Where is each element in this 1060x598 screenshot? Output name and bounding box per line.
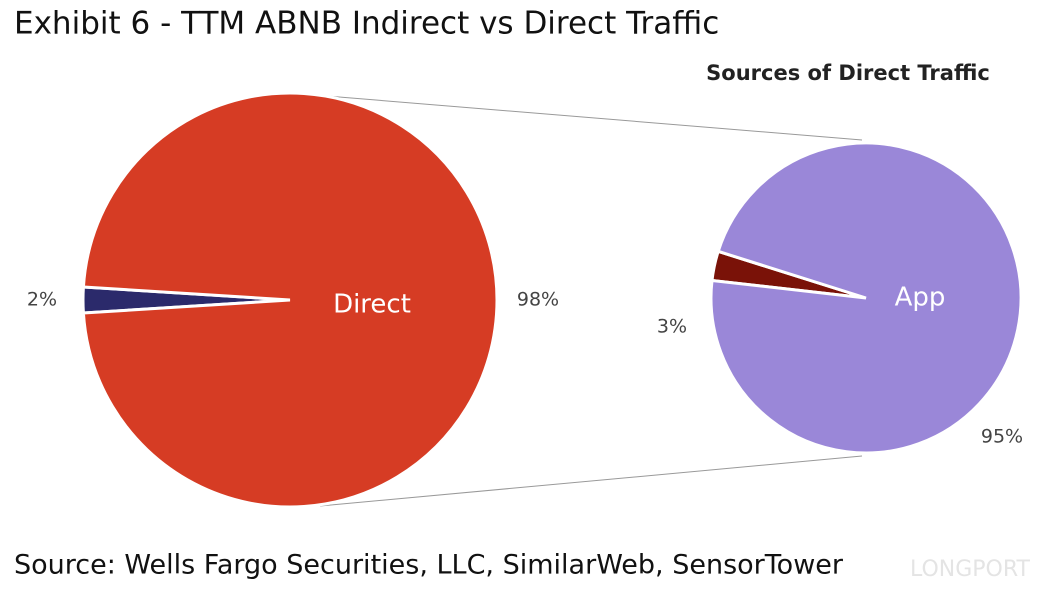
value-label: 3%	[657, 316, 687, 338]
chart-title: Sources of Direct Traffic	[706, 61, 990, 85]
pie-slice	[81, 91, 499, 509]
value-label: 95%	[981, 426, 1023, 448]
value-label: 98%	[517, 289, 559, 311]
slice-label: Direct	[333, 290, 411, 320]
slice-label: App	[895, 283, 946, 313]
connector-line	[289, 92, 863, 141]
connector-line	[319, 455, 863, 507]
source-note: Source: Wells Fargo Securities, LLC, Sim…	[14, 550, 844, 581]
watermark: LONGPORT	[910, 557, 1031, 582]
pie-slice	[709, 141, 1023, 455]
exhibit-title: Exhibit 6 - TTM ABNB Indirect vs Direct …	[14, 6, 719, 42]
value-label: 2%	[27, 289, 57, 311]
